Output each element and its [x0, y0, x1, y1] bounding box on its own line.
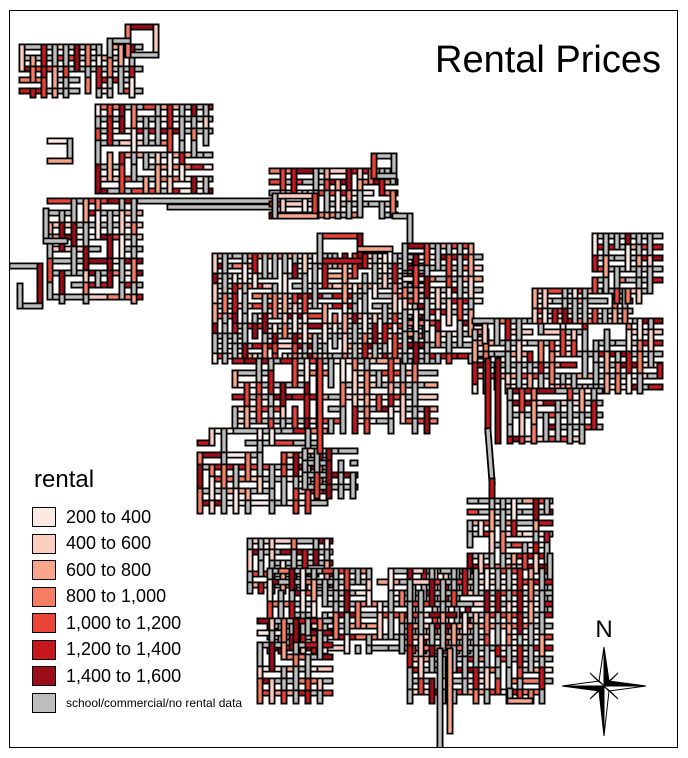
legend-item: school/commercial/no rental data [32, 690, 302, 717]
legend-swatch [32, 666, 56, 687]
legend-label: 1,400 to 1,600 [66, 665, 182, 686]
map-title: Rental Prices [435, 39, 661, 81]
legend-title: rental [34, 466, 95, 493]
legend-swatch [32, 586, 56, 607]
legend-item: 800 to 1,000 [32, 584, 302, 611]
legend-item: 1,400 to 1,600 [32, 663, 302, 690]
north-label: N [595, 616, 612, 643]
legend-item: 400 to 600 [32, 531, 302, 558]
legend-label: 600 to 800 [66, 559, 152, 580]
legend-item: 1,000 to 1,200 [32, 610, 302, 637]
legend: rental 200 to 400 400 to 600 600 to 800 … [32, 466, 302, 716]
legend-label: school/commercial/no rental data [66, 695, 243, 710]
legend-label: 1,200 to 1,400 [66, 639, 182, 660]
map-frame: Rental Prices rental 200 to 400 400 to 6… [9, 10, 678, 748]
legend-label: 200 to 400 [66, 506, 152, 527]
legend-label: 400 to 600 [66, 533, 152, 554]
legend-label: 1,000 to 1,200 [66, 612, 182, 633]
street-segment [484, 427, 496, 485]
legend-item: 600 to 800 [32, 557, 302, 584]
legend-swatch [32, 639, 56, 660]
legend-item: 1,200 to 1,400 [32, 637, 302, 664]
north-arrow-icon: N [561, 616, 647, 737]
legend-swatch [32, 533, 56, 554]
legend-item: 200 to 400 [32, 504, 302, 531]
legend-swatch [32, 613, 56, 634]
legend-swatch [32, 560, 56, 581]
rental-map[interactable] [10, 11, 678, 748]
legend-swatch [32, 692, 56, 713]
legend-label: 800 to 1,000 [66, 586, 167, 607]
legend-swatch [32, 507, 56, 528]
